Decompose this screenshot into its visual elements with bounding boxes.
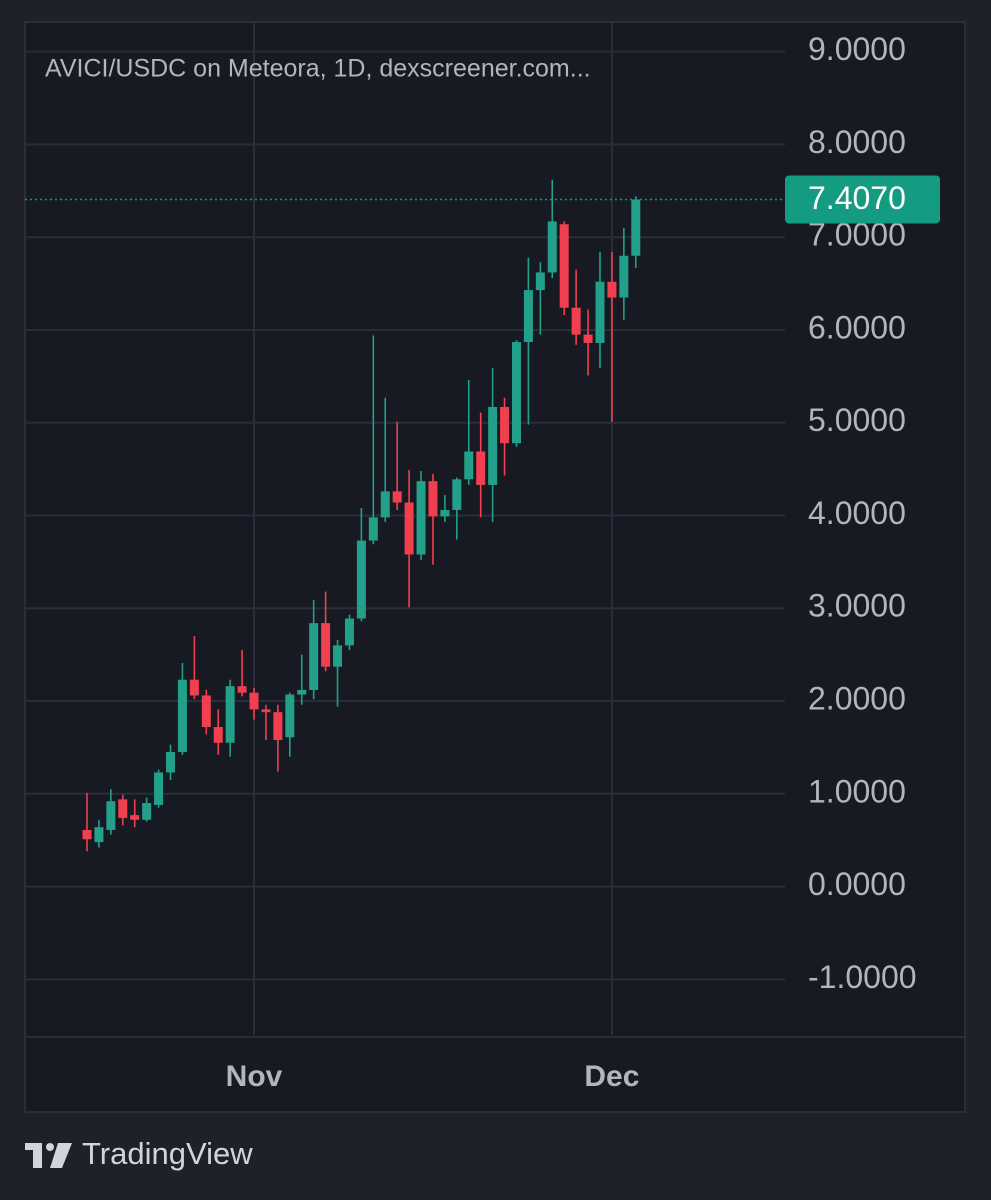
- candle-body: [237, 686, 247, 693]
- brand: TradingView: [82, 1136, 253, 1171]
- candle-body: [464, 451, 474, 480]
- candle-body: [619, 255, 629, 298]
- y-tick-label: 4.0000: [808, 495, 906, 531]
- plot: [25, 22, 785, 1035]
- candle-body: [356, 540, 366, 619]
- y-tick-label: 0.0000: [808, 866, 906, 902]
- candle-body: [94, 827, 104, 843]
- last-price-box: [785, 175, 940, 224]
- x-tick-label: Dec: [584, 1060, 639, 1093]
- candle-body: [225, 686, 235, 743]
- y-tick-label: -1.0000: [808, 959, 917, 995]
- candle-body: [380, 491, 390, 518]
- y-tick-label: 2.0000: [808, 680, 906, 716]
- candle-body: [344, 618, 354, 646]
- logo-part: [33, 1143, 42, 1168]
- candle-body: [595, 281, 605, 343]
- candle-body: [631, 199, 641, 256]
- candle-body: [213, 727, 223, 743]
- y-tick-label: 3.0000: [808, 588, 906, 624]
- candle-body: [154, 772, 164, 805]
- x-tick-label: Nov: [226, 1060, 283, 1093]
- logo-part: [50, 1143, 72, 1168]
- candle-body: [118, 799, 128, 818]
- candle-body: [166, 752, 176, 773]
- candle-body: [500, 406, 510, 444]
- candle-body: [535, 272, 545, 291]
- candle-body: [130, 815, 140, 820]
- candle-body: [333, 645, 343, 667]
- candle-body: [368, 517, 378, 541]
- candle-body: [511, 342, 521, 444]
- candle-body: [404, 502, 414, 555]
- candle-body: [189, 679, 199, 696]
- candle-body: [428, 481, 438, 517]
- candle-body: [261, 709, 271, 713]
- candle-body: [571, 307, 581, 335]
- candle-body: [201, 695, 211, 728]
- logo: [25, 1143, 72, 1168]
- candle-body: [476, 451, 486, 485]
- y-tick-label: 8.0000: [808, 124, 906, 160]
- candle-body: [309, 623, 319, 690]
- candle-body: [106, 801, 116, 830]
- candle-body: [416, 481, 426, 555]
- logo-part: [46, 1143, 54, 1151]
- candle-body: [273, 712, 283, 741]
- candle-body: [297, 689, 307, 695]
- last-price-label: 7.4070: [808, 180, 906, 216]
- y-tick-label: 9.0000: [808, 31, 906, 67]
- candle-body: [452, 479, 462, 510]
- candle-body: [583, 334, 593, 343]
- y-tick-label: 6.0000: [808, 309, 906, 345]
- candle-body: [321, 623, 331, 667]
- y-tick-label: 1.0000: [808, 773, 906, 809]
- candle-body: [392, 491, 402, 503]
- candle-body: [547, 221, 557, 273]
- y-tick-label: 5.0000: [808, 402, 906, 438]
- candle-body: [285, 694, 295, 738]
- candle-body: [177, 679, 187, 753]
- chart-title: AVICI/USDC on Meteora, 1D, dexscreener.c…: [45, 55, 591, 83]
- candle-body: [440, 509, 450, 517]
- candle-body: [142, 803, 152, 820]
- candle-body: [249, 692, 259, 710]
- candle-body: [523, 290, 533, 343]
- candle-body: [488, 406, 498, 485]
- candle-body: [82, 829, 92, 840]
- candle-body: [607, 281, 617, 298]
- candle-body: [559, 224, 569, 308]
